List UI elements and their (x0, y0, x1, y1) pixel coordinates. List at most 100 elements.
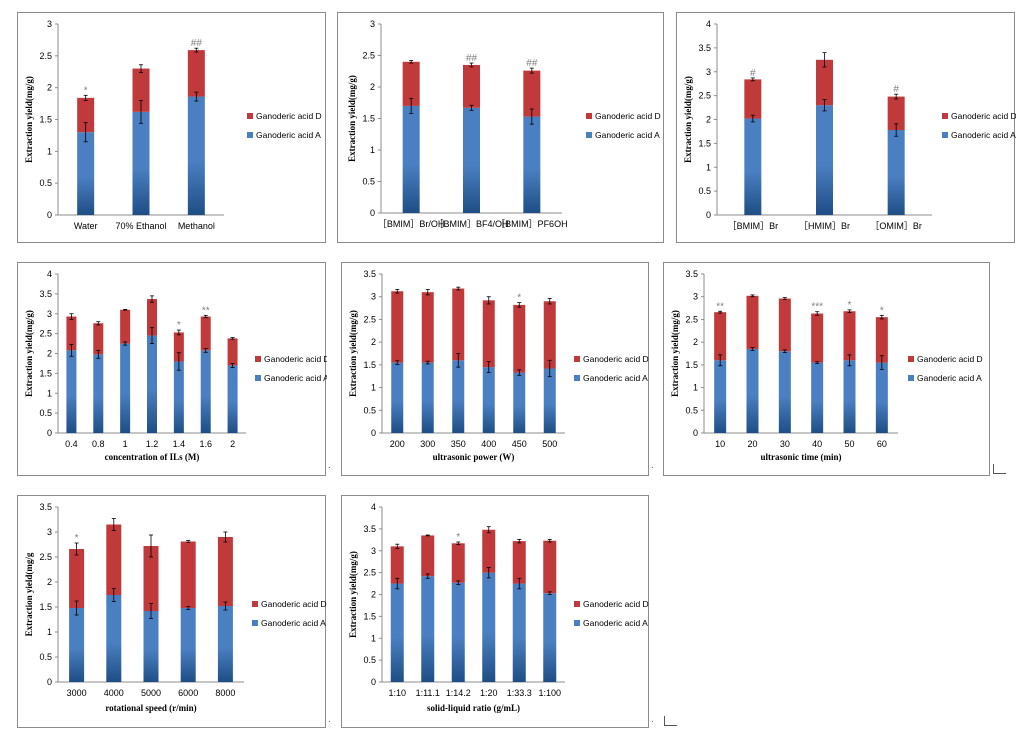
y-axis-title: Extraction yield(mg/g (24, 552, 34, 636)
y-tick-label: 2 (47, 83, 52, 93)
y-tick-label: 3 (370, 19, 375, 29)
x-tick-label: 450 (512, 439, 527, 449)
legend-label-acid-a: Ganoderic acid A (583, 373, 648, 383)
legend-label-acid-a: Ganoderic acid A (951, 130, 1016, 140)
x-tick-label: 1:20 (480, 688, 498, 698)
bar-ganoderic-acid-a (513, 372, 526, 433)
x-tick-label: ［BMIM］BF4/OH (434, 219, 508, 229)
y-tick-label: 0 (47, 428, 52, 438)
chart-svg-solvent: 0 0.5 1 1.5 2 2.5 3 Extraction yield(mg/g) * Wate… (24, 19, 322, 231)
bar-ganoderic-acid-a (482, 572, 496, 682)
chart-panel-concentration: 0 0.5 1 1.5 2 2.5 3 3.5 4 Extraction yield(mg/g) 0… (17, 262, 327, 476)
y-tick-label: 0 (47, 210, 52, 220)
chart-svg-power: 0 0.5 1 1.5 2 2.5 3 3.5 Extraction yield(mg/g) 20… (348, 269, 649, 462)
y-axis-title: Extraction yield(mg/g) (347, 75, 357, 162)
bar-ganoderic-acid-d (217, 537, 233, 606)
y-tick-label: 2.5 (685, 314, 698, 324)
bar-ganoderic-acid-d (482, 300, 495, 368)
y-tick-label: 0 (371, 677, 376, 687)
y-tick-label: 2.5 (39, 552, 52, 562)
y-tick-label: 1.5 (685, 360, 698, 370)
legend-label-acid-d: Ganoderic acid D (256, 111, 322, 121)
y-tick-label: 1 (47, 146, 52, 156)
y-axis-title: Extraction yield(mg/g) (24, 76, 34, 163)
bar-ganoderic-acid-d (875, 317, 888, 363)
x-tick-label: 3000 (67, 688, 87, 698)
x-tick-label: 20 (747, 439, 757, 449)
y-tick-label: 3.5 (685, 269, 698, 279)
x-axis-title: rotational speed (r/min) (105, 703, 196, 713)
legend-swatch-acid-a (574, 620, 580, 626)
bar-ganoderic-acid-a (816, 105, 833, 215)
chart-panel-ratio: 0 0.5 1 1.5 2 2.5 3 3.5 4 Extraction yield(mg/g) 1… (341, 495, 649, 728)
bar-ganoderic-acid-a (778, 351, 791, 433)
bar-ganoderic-acid-d (816, 59, 833, 106)
bar-ganoderic-acid-a (744, 118, 762, 215)
y-tick-label: 3.5 (39, 502, 52, 512)
y-tick-label: 3.5 (363, 524, 376, 534)
chart-panel-time: 0 0.5 1 1.5 2 2.5 3 3.5 Extraction yield(mg/g) **… (663, 262, 990, 476)
bar-ganoderic-acid-a (714, 360, 727, 433)
y-tick-label: 0 (693, 428, 698, 438)
y-tick-label: 0.5 (698, 186, 711, 196)
y-tick-label: 1.5 (363, 360, 376, 370)
stray-dot: . (328, 460, 331, 471)
y-axis-title: Extraction yield(mg/g) (24, 310, 34, 397)
bar-ganoderic-acid-a (746, 348, 759, 433)
x-tick-label: 300 (420, 439, 435, 449)
bar-ganoderic-acid-d (778, 298, 791, 352)
bar-ganoderic-acid-d (887, 96, 905, 131)
legend-label-acid-a: Ganoderic acid A (917, 373, 982, 383)
y-axis-title: Extraction yield(mg/g) (348, 310, 358, 397)
stray-dot: . (328, 714, 331, 725)
x-tick-label: 10 (715, 439, 725, 449)
x-tick-label: 1:10 (388, 688, 406, 698)
legend-swatch-acid-a (908, 375, 914, 381)
bar-ganoderic-acid-a (543, 593, 557, 682)
bar-ganoderic-acid-a (217, 606, 233, 682)
bar-ganoderic-acid-d (180, 541, 196, 608)
chart-panel-il-anion: 0 0.5 1 1.5 2 2.5 3 Extraction yield(mg/g) ［BMIM… (337, 12, 664, 243)
chart-panel-speed: 0 0.5 1 1.5 2 2.5 3 3.5 Extraction yield(mg/g * 30… (17, 495, 327, 728)
y-tick-label: 1 (47, 388, 52, 398)
bar-ganoderic-acid-a (66, 350, 77, 433)
significance-marker: ## (526, 58, 538, 69)
x-tick-label: ［BMIM］Br/OH (378, 219, 445, 229)
bar-ganoderic-acid-a (512, 583, 526, 682)
bar-ganoderic-acid-a (69, 608, 85, 682)
legend-swatch-acid-d (574, 601, 580, 607)
x-tick-label: 0.8 (92, 439, 105, 449)
bar-ganoderic-acid-a (875, 362, 888, 433)
legend-swatch-acid-a (255, 375, 261, 381)
y-tick-label: 2 (47, 577, 52, 587)
x-tick-label: 60 (877, 439, 887, 449)
bar-ganoderic-acid-a (391, 362, 404, 433)
bar-ganoderic-acid-d (543, 301, 556, 369)
bar-ganoderic-acid-d (390, 546, 404, 584)
bar-ganoderic-acid-a (421, 362, 434, 433)
x-tick-label: 50 (844, 439, 854, 449)
legend-label-acid-d: Ganoderic acid D (595, 111, 661, 121)
x-tick-label: 70% Ethanol (115, 221, 166, 231)
x-tick-label: 8000 (215, 688, 235, 698)
x-axis-title: ultrasonic power (W) (433, 452, 515, 462)
x-tick-label: 0.4 (65, 439, 78, 449)
y-tick-label: 1.5 (363, 611, 376, 621)
bar-ganoderic-acid-d (512, 541, 526, 584)
y-tick-label: 3 (47, 309, 52, 319)
x-tick-label: 500 (542, 439, 557, 449)
x-tick-label: ［OMIM］Br (870, 221, 922, 231)
y-tick-label: 0.5 (362, 177, 375, 187)
bar-ganoderic-acid-a (452, 360, 465, 433)
y-tick-label: 1.5 (39, 115, 52, 125)
bar-ganoderic-acid-a (187, 96, 205, 215)
y-tick-label: 2.5 (363, 314, 376, 324)
x-tick-label: 200 (390, 439, 405, 449)
x-tick-label: 30 (780, 439, 790, 449)
legend-label-acid-d: Ganoderic acid D (583, 599, 649, 609)
bar-ganoderic-acid-a (106, 595, 122, 682)
y-tick-label: 0.5 (363, 405, 376, 415)
y-tick-label: 1 (371, 633, 376, 643)
y-tick-label: 3 (371, 546, 376, 556)
